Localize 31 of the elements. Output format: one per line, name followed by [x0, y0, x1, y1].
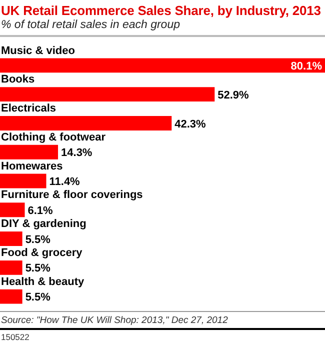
bar: [0, 174, 46, 188]
bar: [0, 87, 215, 102]
data-label: 5.5%: [25, 234, 51, 246]
data-label: 11.4%: [49, 176, 80, 188]
bar: [0, 144, 58, 160]
y-tick-label: Music & video: [1, 44, 76, 57]
text: 150522: [0, 328, 325, 344]
bar: [0, 232, 22, 246]
data-label: 5.5%: [25, 262, 51, 275]
y-tick-label: Electricals: [1, 102, 56, 115]
y-tick-label: DIY & gardening: [1, 218, 86, 230]
chart-title: UK Retail Ecommerce Sales Share, by Industry, 2013: [0, 2, 322, 18]
chart-subtitle: % of total retail sales in each group: [0, 18, 325, 37]
bar: [0, 202, 25, 218]
data-label: 5.5%: [25, 292, 51, 304]
y-tick-label: Homewares: [1, 160, 63, 172]
bar: [0, 289, 22, 304]
data-label: 14.3%: [61, 147, 92, 160]
bar: [0, 58, 325, 73]
bar: [0, 260, 22, 275]
y-tick-label: Books: [1, 74, 35, 86]
y-tick-label: Clothing & footwear: [1, 131, 106, 144]
data-label: 42.3%: [174, 118, 206, 130]
bar: [0, 116, 172, 130]
data-label: 52.9%: [218, 89, 250, 102]
source-note: Source: "How The UK Will Shop: 2013," Dec 27, 2012: [0, 311, 325, 328]
y-tick-label: Food & grocery: [1, 246, 84, 259]
y-tick-label: Health & beauty: [1, 276, 86, 288]
data-label: 6.1%: [28, 204, 54, 217]
y-tick-label: Furniture & floor coverings: [1, 189, 143, 202]
data-label: 80.1%: [290, 60, 322, 72]
